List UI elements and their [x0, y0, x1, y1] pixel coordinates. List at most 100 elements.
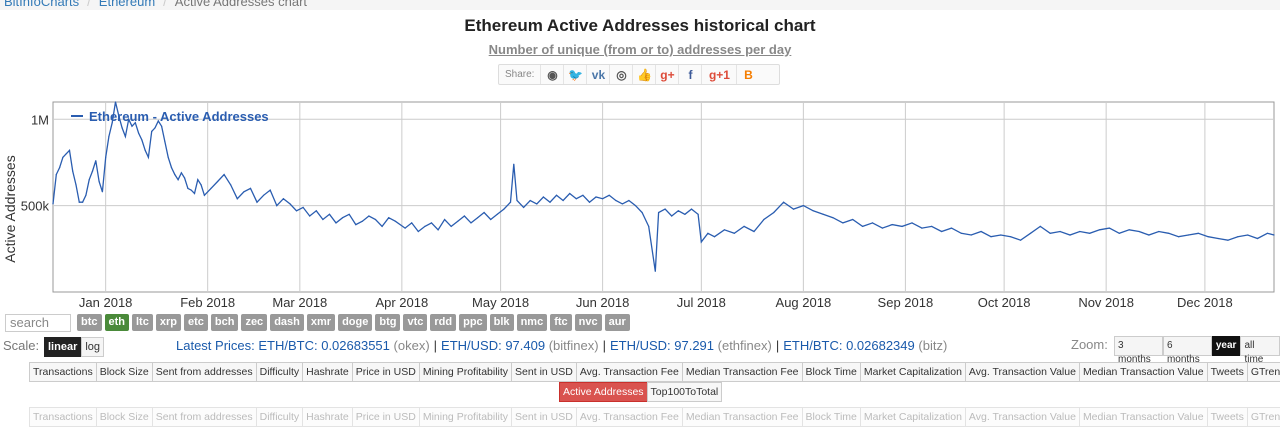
data-point — [263, 194, 265, 196]
weibo-icon[interactable]: ◎ — [609, 65, 632, 84]
coin-tag-ltc[interactable]: ltc — [132, 314, 153, 331]
price-pair: ETH/USD: 97.291 — [609, 338, 715, 353]
metric-tab-difficulty[interactable]: Difficulty — [255, 407, 304, 427]
data-point — [970, 234, 972, 236]
metric-tab-median-transaction-value[interactable]: Median Transaction Value — [1078, 362, 1208, 382]
metric-tab-avg-transaction-fee[interactable]: Avg. Transaction Fee — [575, 362, 683, 382]
reddit-icon[interactable]: ◉ — [540, 65, 563, 84]
zoom-toggle: 3 months 6 months year all time — [1114, 336, 1280, 365]
coin-tag-btg[interactable]: btg — [375, 314, 401, 331]
data-point — [381, 225, 383, 227]
metric-tab-market-capitalization[interactable]: Market Capitalization — [859, 407, 966, 427]
metric-tab-sent-from-addresses[interactable]: Sent from addresses — [151, 362, 257, 382]
metric-tab-sent-from-addresses[interactable]: Sent from addresses — [151, 407, 257, 427]
coin-tag-nvc[interactable]: nvc — [574, 314, 602, 331]
metric-tab-tweets[interactable]: Tweets — [1206, 362, 1248, 382]
data-point — [648, 225, 650, 227]
data-point — [542, 196, 545, 198]
coin-tag-vtc[interactable]: vtc — [403, 314, 428, 331]
data-point — [1273, 234, 1275, 236]
x-tick-label: Aug 2018 — [776, 295, 832, 310]
metric-tab-block-size[interactable]: Block Size — [95, 407, 153, 427]
google-plus-icon[interactable]: g+ — [655, 65, 678, 84]
metric-tab-price-in-usd[interactable]: Price in USD — [351, 362, 420, 382]
breadcrumb-home-link[interactable]: BitInfoCharts — [4, 0, 80, 9]
metric-tab-hashrate[interactable]: Hashrate — [302, 407, 353, 427]
data-point — [881, 227, 884, 229]
data-point — [437, 229, 439, 231]
data-point — [147, 156, 149, 158]
y-tick-label: 500k — [21, 199, 50, 214]
data-point — [1217, 237, 1219, 240]
zoom-3-months-button[interactable]: 3 months — [1114, 336, 1163, 365]
data-point — [131, 125, 133, 127]
metric-tab-active-addresses[interactable]: Active Addresses — [559, 382, 648, 402]
metric-tab-transactions[interactable]: Transactions — [29, 407, 97, 427]
twitter-icon[interactable]: 🐦 — [563, 65, 586, 84]
zoom-year-button[interactable]: year — [1211, 336, 1241, 356]
metric-tab-median-transaction-fee[interactable]: Median Transaction Fee — [681, 362, 803, 382]
metric-tab-median-transaction-value[interactable]: Median Transaction Value — [1078, 407, 1208, 427]
coin-tag-blk[interactable]: blk — [489, 314, 514, 331]
data-point — [190, 189, 192, 191]
data-point — [1178, 236, 1180, 238]
metric-tab-block-time[interactable]: Block Time — [801, 407, 861, 427]
metric-tab-avg-transaction-value[interactable]: Avg. Transaction Value — [964, 362, 1080, 382]
data-point — [249, 187, 252, 189]
metric-tab-sent-in-usd[interactable]: Sent in USD — [511, 362, 577, 382]
metric-tab-median-transaction-fee[interactable]: Median Transaction Fee — [681, 407, 803, 427]
metric-tab-avg-transaction-value[interactable]: Avg. Transaction Value — [964, 407, 1080, 427]
metric-tab-mining-profitability[interactable]: Mining Profitability — [418, 362, 513, 382]
data-point — [101, 191, 103, 193]
zoom-all-time-button[interactable]: all time — [1240, 336, 1280, 365]
metric-tab-transactions[interactable]: Transactions — [29, 362, 97, 382]
scale-linear-button[interactable]: linear — [44, 337, 82, 357]
coin-tag-aur[interactable]: aur — [604, 314, 630, 331]
search-input[interactable]: search — [5, 314, 71, 332]
metric-tab-price-in-usd[interactable]: Price in USD — [351, 407, 420, 427]
coin-tag-ftc[interactable]: ftc — [550, 314, 572, 331]
data-point — [105, 156, 107, 158]
coin-tag-btc[interactable]: btc — [77, 314, 102, 331]
metric-tab-tweets[interactable]: Tweets — [1206, 407, 1248, 427]
metric-tab-difficulty[interactable]: Difficulty — [255, 362, 304, 382]
scale-log-button[interactable]: log — [81, 337, 105, 357]
zoom-6-months-button[interactable]: 6 months — [1162, 336, 1212, 365]
metric-tabs-row-3: Transactions Block Size Sent from addresse… — [29, 407, 1280, 427]
google-plus-one-icon[interactable]: g+1 — [701, 65, 736, 84]
blogger-icon[interactable]: B — [736, 65, 759, 84]
coin-tag-etc[interactable]: etc — [183, 314, 208, 331]
breadcrumb-section-link[interactable]: Ethereum — [98, 0, 156, 9]
metric-tab-hashrate[interactable]: Hashrate — [302, 362, 353, 382]
metric-tab-block-size[interactable]: Block Size — [95, 362, 153, 382]
metric-tab-gtrends[interactable]: GTrends — [1246, 407, 1280, 427]
coin-tag-doge[interactable]: doge — [338, 314, 373, 331]
coin-tag-nmc[interactable]: nmc — [516, 314, 548, 331]
data-point — [658, 211, 660, 214]
coin-tag-ppc[interactable]: ppc — [459, 314, 487, 331]
coin-tag-zec[interactable]: zec — [241, 314, 268, 331]
data-point — [529, 199, 531, 202]
metric-tab-market-capitalization[interactable]: Market Capitalization — [859, 362, 966, 382]
metric-tab-avg-transaction-fee[interactable]: Avg. Transaction Fee — [575, 407, 683, 427]
data-point — [483, 211, 485, 214]
metric-tab-mining-profitability[interactable]: Mining Profitability — [418, 407, 513, 427]
data-point — [177, 179, 179, 181]
metric-tab-gtrends[interactable]: GTrends — [1246, 362, 1280, 382]
data-point — [236, 198, 238, 200]
coin-tag-rdd[interactable]: rdd — [430, 314, 457, 331]
metric-tab-block-time[interactable]: Block Time — [801, 362, 861, 382]
metric-tab-sent-in-usd[interactable]: Sent in USD — [511, 407, 577, 427]
data-point — [1029, 232, 1032, 234]
like-icon[interactable]: 👍 — [632, 65, 655, 84]
coin-tag-dash[interactable]: dash — [270, 314, 304, 331]
data-point — [921, 227, 923, 229]
coin-tag-bch[interactable]: bch — [210, 314, 239, 331]
facebook-icon[interactable]: f — [678, 65, 701, 84]
vk-icon[interactable]: vk — [586, 65, 609, 84]
coin-tag-xmr[interactable]: xmr — [306, 314, 336, 331]
data-point — [509, 201, 512, 203]
metric-tab-top100tototal[interactable]: Top100ToTotal — [646, 382, 723, 402]
coin-tag-eth[interactable]: eth — [104, 314, 129, 331]
coin-tag-xrp[interactable]: xrp — [155, 314, 181, 331]
